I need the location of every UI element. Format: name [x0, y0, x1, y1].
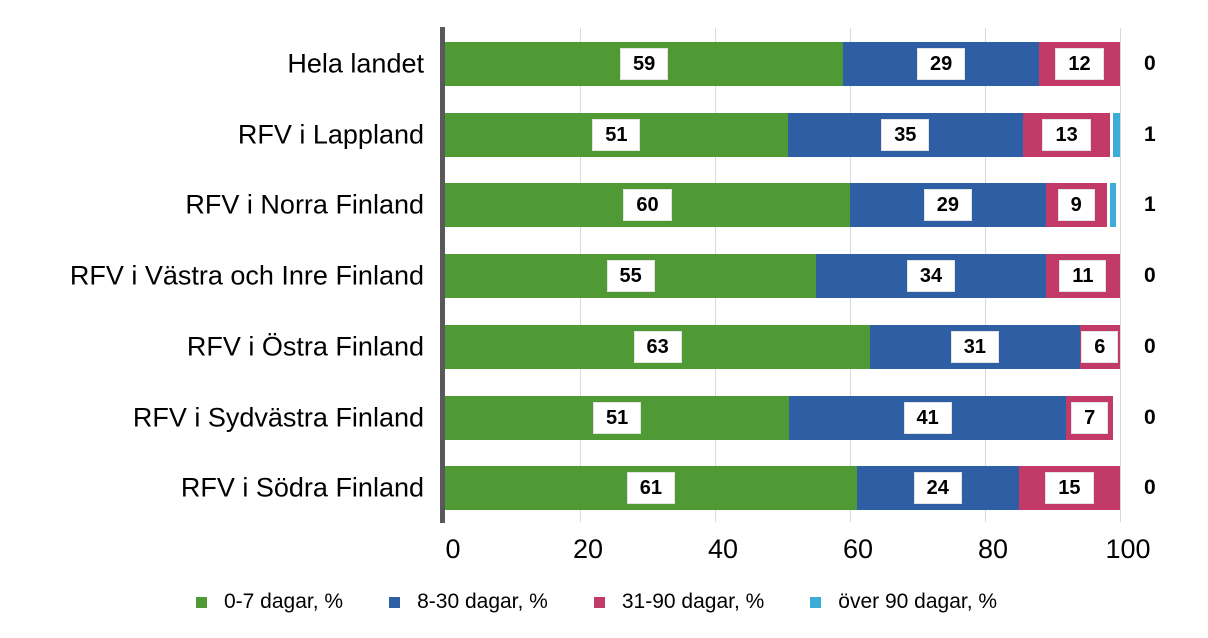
bar-row: 51 35 13 1 — [445, 112, 1156, 157]
value-label: 6 — [1081, 330, 1119, 363]
value-label: 31 — [950, 330, 999, 363]
value-label: 24 — [913, 472, 962, 505]
value-label: 51 — [593, 401, 642, 434]
value-label: 51 — [592, 118, 641, 151]
bar-segment-over-90 — [1113, 112, 1120, 157]
x-tick-label-40: 40 — [707, 534, 739, 564]
bar-segment-series-1: 24 — [856, 466, 1019, 511]
legend-label: 8-30 dagar, % — [417, 590, 548, 613]
legend-label: över 90 dagar, % — [838, 590, 998, 613]
legend-swatch-icon — [196, 596, 207, 608]
x-tick-label-0: 0 — [445, 534, 461, 564]
value-label: 59 — [620, 48, 669, 80]
bar-segment-series-0: 51 — [445, 395, 790, 440]
value-label: 13 — [1042, 118, 1091, 151]
x-tick-label-100: 100 — [1105, 534, 1151, 564]
category-label: RFV i Sydvästra Finland — [132, 402, 424, 432]
bar-segment-series-2: 9 — [1045, 183, 1107, 228]
category-axis: Hela landet RFV i Lappland RFV i Norra Fin… — [0, 0, 424, 638]
legend-label: 0-7 dagar, % — [224, 590, 344, 613]
category-label: RFV i Södra Finland — [180, 472, 424, 503]
legend-swatch-icon — [389, 596, 401, 608]
legend-item: 0-7 dagar, % — [196, 590, 343, 614]
value-label: 35 — [881, 118, 930, 151]
y-axis-line — [440, 27, 445, 523]
bar-segment-series-0: 60 — [445, 183, 850, 228]
bar-segment-series-0: 55 — [445, 254, 817, 299]
bar-segment-series-1: 41 — [789, 395, 1066, 440]
bar-segment-series-2: 12 — [1039, 42, 1120, 86]
bar-segment-series-1: 31 — [870, 324, 1080, 369]
category-label: RFV i Västra och Inre Finland — [69, 260, 424, 291]
category-label: Hela landet — [287, 48, 424, 79]
legend-swatch-icon — [810, 596, 822, 608]
bar-segment-series-2: 6 — [1079, 324, 1120, 369]
value-label: 15 — [1045, 472, 1094, 505]
bar-segment-series-2: 15 — [1018, 466, 1120, 511]
value-label: 12 — [1055, 48, 1104, 80]
bar-segment-series-1: 35 — [787, 112, 1023, 157]
bar-segment-over-90 — [1109, 183, 1117, 228]
value-label: 11 — [1059, 260, 1107, 293]
bar-segment-series-0: 51 — [445, 112, 788, 157]
bar-segment-series-0: 61 — [445, 466, 857, 511]
x-tick-label-20: 20 — [572, 534, 604, 564]
legend-item: 8-30 dagar, % — [389, 590, 548, 614]
legend-item: över 90 dagar, % — [810, 590, 997, 614]
bar-row: 63 31 6 0 — [445, 324, 1156, 369]
x-tick-label-80: 80 — [977, 534, 1009, 564]
bar-segment-series-1: 29 — [843, 42, 1039, 86]
bar-segment-series-2: 11 — [1045, 254, 1120, 299]
value-label: 9 — [1057, 189, 1095, 222]
bar-segment-series-1: 29 — [850, 183, 1046, 228]
category-label: RFV i Lappland — [237, 119, 424, 150]
value-label: 55 — [606, 260, 655, 293]
bar-segment-series-0: 63 — [445, 324, 871, 369]
value-label: 60 — [623, 189, 672, 222]
bar-segment-series-2: 7 — [1066, 395, 1114, 440]
bar-segment-series-2: 13 — [1022, 112, 1111, 157]
value-label: 41 — [903, 401, 952, 434]
plot-area: 59 29 12 0 51 35 13 1 60 29 9 1 55 34 11 0 63 31 6 0 51 41 7 0 6… — [445, 28, 1156, 522]
value-label-outside: 0 — [1144, 264, 1156, 288]
x-tick-label-60: 60 — [842, 534, 874, 564]
value-label-outside: 0 — [1144, 476, 1156, 500]
value-label: 29 — [917, 48, 966, 80]
category-label: RFV i Östra Finland — [186, 331, 424, 362]
value-label-outside: 1 — [1144, 193, 1156, 217]
category-label: RFV i Norra Finland — [185, 189, 424, 220]
bar-row: 61 24 15 0 — [445, 466, 1156, 511]
legend-swatch-icon — [593, 596, 605, 608]
value-label: 29 — [923, 189, 972, 222]
legend: 0-7 dagar, % 8-30 dagar, % 31-90 dagar, % ö… — [196, 590, 997, 614]
legend-label: 31-90 dagar, % — [621, 590, 765, 613]
value-label-outside: 0 — [1144, 405, 1156, 429]
value-label: 34 — [906, 260, 956, 293]
value-label: 63 — [633, 330, 682, 363]
value-label: 61 — [626, 472, 675, 505]
value-label-outside: 0 — [1144, 334, 1156, 358]
bar-row: 60 29 9 1 — [445, 183, 1156, 228]
bar-segment-series-0: 59 — [445, 42, 844, 86]
legend-item: 31-90 dagar, % — [593, 590, 765, 614]
bar-row: 59 29 12 0 — [445, 42, 1156, 86]
value-label-outside: 1 — [1144, 122, 1156, 146]
gridline-100 — [1120, 28, 1121, 522]
value-label: 7 — [1071, 401, 1109, 434]
value-label-outside: 0 — [1144, 52, 1156, 75]
bar-segment-series-1: 34 — [816, 254, 1046, 299]
bar-row: 51 41 7 0 — [445, 395, 1156, 440]
bar-row: 55 34 11 0 — [445, 254, 1156, 299]
